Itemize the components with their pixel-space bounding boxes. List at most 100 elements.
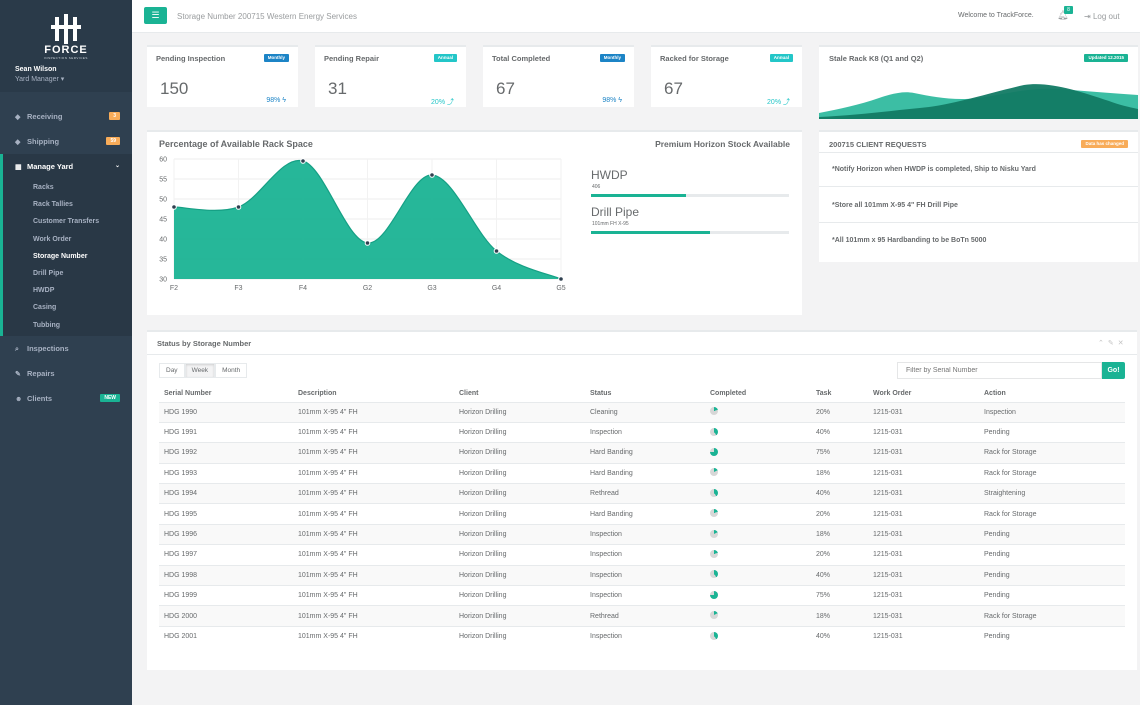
status-cell: Hard Banding xyxy=(585,462,705,484)
table-row[interactable]: HDG 1995 101mm X-95 4" FH Horizon Drilli… xyxy=(159,503,1125,525)
column-header: Status xyxy=(585,385,705,403)
serial-cell: HDG 2001 xyxy=(159,625,293,647)
completion-pie-icon xyxy=(710,570,718,579)
welcome-message: Welcome to TrackForce. xyxy=(958,12,1034,19)
users-icon: ☻ xyxy=(15,395,23,403)
stat-card: Racked for Storage Annual 67 20% ⤴ xyxy=(651,45,802,107)
serial-cell: HDG 1998 xyxy=(159,564,293,586)
task-cell: 40% xyxy=(811,625,868,647)
force-logo-icon xyxy=(51,14,81,44)
client-cell: Horizon Drilling xyxy=(454,564,585,586)
range-month-button[interactable]: Month xyxy=(215,363,248,378)
sidebar-subitem-hwdp[interactable]: HWDP xyxy=(33,287,55,295)
work-order-cell: 1215-031 xyxy=(868,462,979,484)
description-cell: 101mm X-95 4" FH xyxy=(293,585,454,606)
sidebar-subitem-racks[interactable]: Racks xyxy=(33,184,54,191)
sidebar-subitem-casing[interactable]: Casing xyxy=(33,304,57,312)
task-cell: 75% xyxy=(811,585,868,606)
stat-card: Total Completed Monthly 67 98% ϟ xyxy=(483,45,634,107)
completed-cell xyxy=(705,564,811,586)
completion-pie-icon xyxy=(710,407,718,416)
area-fill xyxy=(174,160,561,279)
sidebar-subitem-drill-pipe[interactable]: Drill Pipe xyxy=(33,269,64,277)
serial-cell: HDG 1996 xyxy=(159,523,293,545)
sidebar-item-shipping[interactable]: ◆ Shipping 59 xyxy=(0,129,132,154)
table-row[interactable]: HDG 1999 101mm X-95 4" FH Horizon Drilli… xyxy=(159,585,1125,606)
sidebar-header: FORCE INSPECTION SERVICES Sean Wilson Ya… xyxy=(0,0,132,92)
table-row[interactable]: HDG 1993 101mm X-95 4" FH Horizon Drilli… xyxy=(159,462,1125,484)
action-cell: Straightening xyxy=(979,483,1125,504)
sidebar-item-manage-yard[interactable]: ▦ Manage Yard ⌄ xyxy=(3,154,132,179)
stat-percent: 98% ϟ xyxy=(602,97,622,104)
table-row[interactable]: HDG 1996 101mm X-95 4" FH Horizon Drilli… xyxy=(159,523,1125,545)
column-header: Work Order xyxy=(868,385,979,403)
y-tick-label: 40 xyxy=(159,237,167,244)
manage-yard-group: ▦ Manage Yard ⌄ Racks Rack Tallies Custom… xyxy=(0,154,132,336)
client-cell: Horizon Drilling xyxy=(454,625,585,647)
menu-toggle-button[interactable]: ☰ xyxy=(144,7,167,24)
description-cell: 101mm X-95 4" FH xyxy=(293,544,454,566)
sidebar-item-repairs[interactable]: ✎ Repairs xyxy=(0,361,132,386)
sidebar-subitem-tubbing[interactable]: Tubbing xyxy=(33,321,61,329)
table-row[interactable]: HDG 2000 101mm X-95 4" FH Horizon Drilli… xyxy=(159,605,1125,627)
status-cell: Inspection xyxy=(585,625,705,647)
table-row[interactable]: HDG 1998 101mm X-95 4" FH Horizon Drilli… xyxy=(159,564,1125,586)
task-cell: 18% xyxy=(811,605,868,627)
x-tick-label: F2 xyxy=(170,285,178,292)
completed-cell xyxy=(705,421,811,443)
serial-cell: HDG 2000 xyxy=(159,605,293,627)
premium-progress-fill xyxy=(591,194,687,197)
rack-space-chart: 30 35 40 45 50 55 60 F2 F3 F4 G2 G3 G4 G5 xyxy=(159,157,566,293)
completion-pie-icon xyxy=(710,529,718,538)
table-row[interactable]: HDG 1991 101mm X-95 4" FH Horizon Drilli… xyxy=(159,421,1125,443)
premium-progress-bar xyxy=(591,194,789,197)
completion-pie-icon xyxy=(710,447,718,456)
status-cell: Rethread xyxy=(585,605,705,627)
completion-pie-icon xyxy=(710,590,718,599)
table-row[interactable]: HDG 1997 101mm X-95 4" FH Horizon Drilli… xyxy=(159,544,1125,566)
completed-cell xyxy=(705,585,811,606)
completed-cell xyxy=(705,442,811,464)
divider xyxy=(819,152,1138,153)
serial-filter-input[interactable] xyxy=(897,362,1102,379)
sidebar-subitem-rack-tallies[interactable]: Rack Tallies xyxy=(33,201,73,209)
stat-value: 67 xyxy=(664,79,683,98)
sidebar-subitem-customer-transfers[interactable]: Customer Transfers xyxy=(33,218,100,226)
user-role-dropdown[interactable]: Yard Manager ▾ xyxy=(15,76,65,83)
stat-period-label: Annual xyxy=(433,54,457,62)
sidebar-item-inspections[interactable]: ⌕ Inspections xyxy=(0,336,132,361)
table-row[interactable]: HDG 1994 101mm X-95 4" FH Horizon Drilli… xyxy=(159,483,1125,504)
client-cell: Horizon Drilling xyxy=(454,401,585,423)
sidebar-item-clients[interactable]: ☻ Clients NEW xyxy=(0,386,132,411)
status-cell: Inspection xyxy=(585,523,705,545)
chart-title: Percentage of Available Rack Space xyxy=(159,139,313,149)
premium-item-sub: 406 xyxy=(592,184,601,190)
y-tick-label: 60 xyxy=(159,157,167,164)
table-row[interactable]: HDG 1990 101mm X-95 4" FH Horizon Drilli… xyxy=(159,401,1125,423)
completed-cell xyxy=(705,401,811,423)
column-header: Client xyxy=(454,385,585,403)
description-cell: 101mm X-95 4" FH xyxy=(293,625,454,647)
column-header: Action xyxy=(979,385,1125,403)
table-row[interactable]: HDG 1992 101mm X-95 4" FH Horizon Drilli… xyxy=(159,442,1125,464)
task-cell: 18% xyxy=(811,462,868,484)
wrench-icon[interactable]: ✎ xyxy=(1107,340,1118,347)
chevron-up-icon[interactable]: ⌃ xyxy=(1098,340,1108,347)
range-day-button[interactable]: Day xyxy=(159,363,185,378)
sidebar-subitem-work-order[interactable]: Work Order xyxy=(33,235,72,243)
table-row[interactable]: HDG 2001 101mm X-95 4" FH Horizon Drilli… xyxy=(159,625,1125,647)
go-button[interactable]: Go! xyxy=(1102,362,1125,379)
logout-link[interactable]: ⇥ Log out xyxy=(1084,12,1120,21)
stat-title: Total Completed xyxy=(492,54,551,63)
sidebar-item-receiving[interactable]: ◆ Receiving 3 xyxy=(0,104,132,129)
close-icon[interactable]: ✕ xyxy=(1117,340,1128,347)
request-item: *All 101mm x 95 Hardbanding to be BoTn 5… xyxy=(832,237,987,244)
bell-icon[interactable]: 🔔︎ xyxy=(1057,10,1069,20)
sidebar-subitem-storage-number[interactable]: Storage Number xyxy=(33,252,88,260)
data-point xyxy=(558,276,564,282)
work-order-cell: 1215-031 xyxy=(868,585,979,606)
task-cell: 20% xyxy=(811,544,868,566)
x-tick-label: G2 xyxy=(363,285,372,292)
serial-cell: HDG 1997 xyxy=(159,544,293,566)
range-week-button[interactable]: Week xyxy=(184,363,216,378)
